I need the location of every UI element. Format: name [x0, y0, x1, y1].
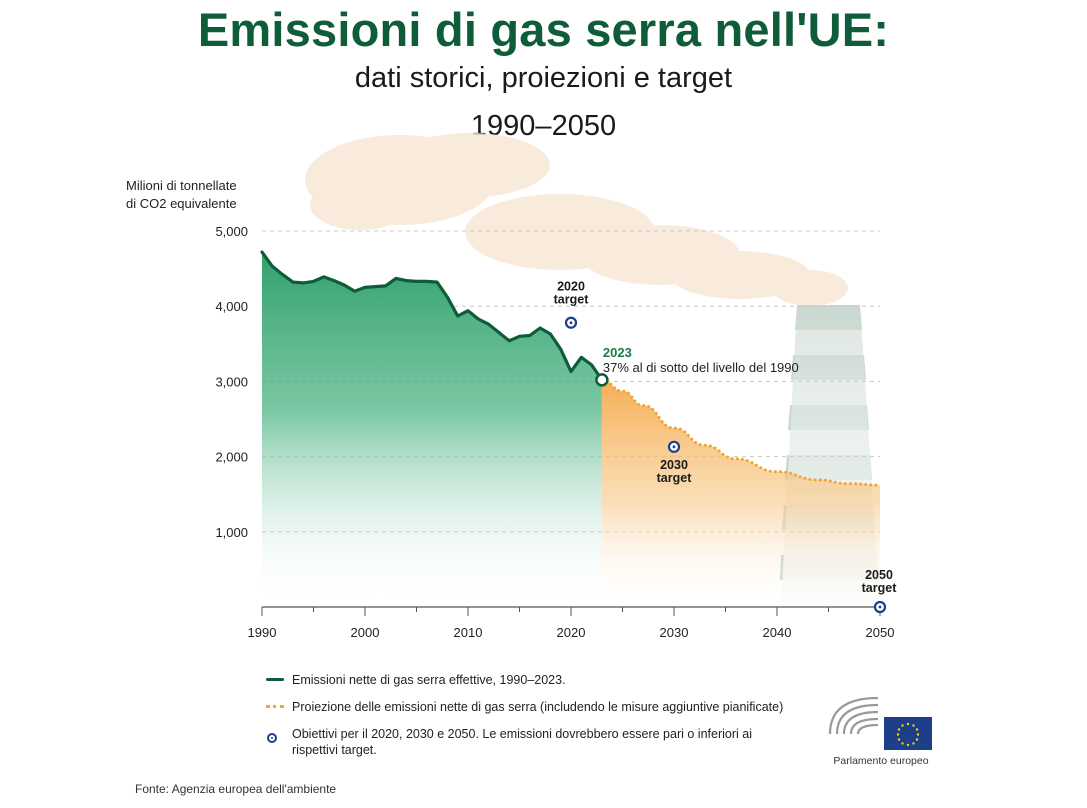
legend-dotted-swatch [266, 705, 284, 708]
legend: Emissioni nette di gas serra effettive, … [266, 672, 826, 769]
legend-target-swatch-wrap [266, 732, 284, 743]
parliament-logo [828, 696, 932, 750]
x-tick-label: 2030 [660, 625, 689, 640]
projection-area [601, 379, 880, 607]
y-axis-title-line: Milioni di tonnellate [126, 178, 237, 193]
target-label-word: target [554, 293, 590, 307]
annotation-2023-marker [595, 373, 609, 387]
actual-emissions-line [260, 250, 604, 382]
y-tick-label: 5,000 [215, 224, 248, 239]
page-title: Emissioni di gas serra nell'UE: [197, 3, 890, 56]
annotation-year-label: 2023 [603, 345, 632, 360]
target-label-word: target [862, 581, 898, 595]
target-2020-center [569, 321, 573, 325]
y-tick-label: 1,000 [215, 525, 248, 540]
legend-line-swatch [266, 678, 284, 681]
y-tick-label: 4,000 [215, 299, 248, 314]
x-tick-label: 2040 [763, 625, 792, 640]
projection-line [600, 378, 882, 487]
legend-label-targets: Obiettivi per il 2020, 2030 e 2050. Le e… [292, 727, 752, 757]
annotation-text: 37% al di sotto del livello del 1990 [603, 360, 799, 375]
source-note: Fonte: Agenzia europea dell'ambiente [135, 782, 337, 796]
legend-item-targets: Obiettivi per il 2020, 2030 e 2050. Le e… [266, 726, 826, 758]
legend-label-projection: Proiezione delle emissioni nette di gas … [292, 700, 784, 714]
legend-label-actual: Emissioni nette di gas serra effettive, … [292, 673, 566, 687]
x-axis: 1990 2000 2010 2020 2030 2040 2050 [248, 606, 895, 640]
x-tick-label: 2050 [866, 625, 895, 640]
target-label-year: 2030 [660, 458, 688, 472]
legend-item-actual: Emissioni nette di gas serra effettive, … [266, 672, 826, 688]
x-tick-label: 1990 [248, 625, 277, 640]
legend-item-projection: Proiezione delle emissioni nette di gas … [266, 699, 826, 715]
target-label-word: target [657, 471, 693, 485]
y-tick-label: 2,000 [215, 450, 248, 465]
target-label-year: 2050 [865, 568, 893, 582]
target-2050-center [878, 605, 882, 609]
y-axis-title-line: di CO2 equivalente [126, 196, 237, 211]
target-2030-center [672, 445, 676, 449]
x-tick-label: 2000 [351, 625, 380, 640]
actual-emissions-area [262, 252, 602, 607]
page-subtitle: dati storici, proiezioni e target [354, 62, 733, 94]
y-axis: Milioni di tonnellate di CO2 equivalente 1… [126, 178, 248, 540]
target-label-year: 2020 [557, 280, 585, 294]
target-icon [267, 733, 277, 743]
x-tick-label: 2010 [454, 625, 483, 640]
y-tick-label: 3,000 [215, 374, 248, 389]
smoke-cloud [305, 133, 848, 306]
parliament-name: Parlamento europeo [833, 755, 929, 767]
x-tick-label: 2020 [557, 625, 586, 640]
